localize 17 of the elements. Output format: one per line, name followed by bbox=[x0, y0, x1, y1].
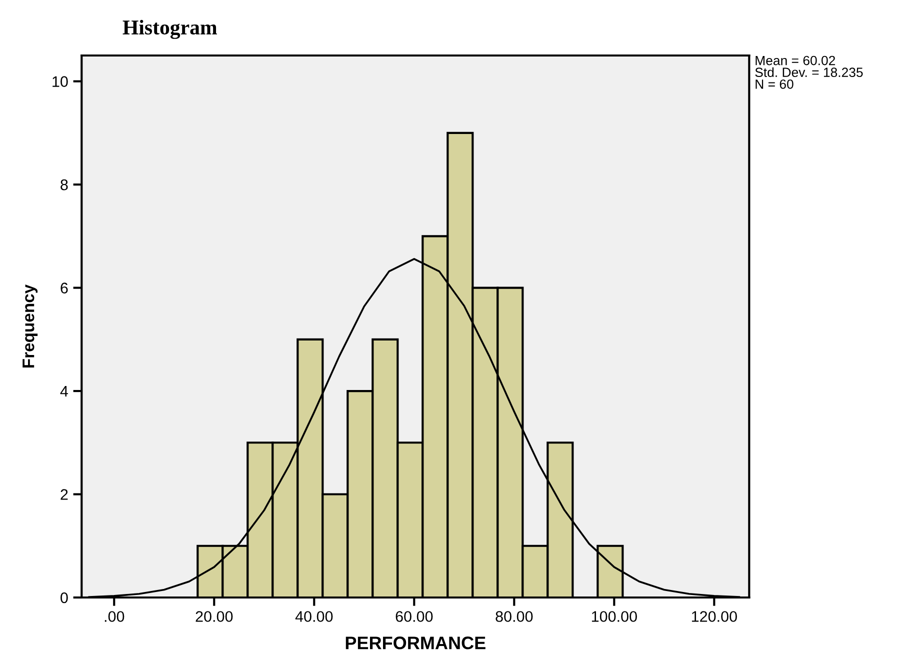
chart-title: Histogram bbox=[122, 20, 217, 39]
y-tick-label: 10 bbox=[52, 76, 68, 87]
y-axis-title: Frequency bbox=[22, 284, 38, 368]
x-tick-label: 80.00 bbox=[496, 611, 533, 622]
x-tick-label: 100.00 bbox=[592, 611, 637, 622]
x-tick-label: 120.00 bbox=[692, 611, 737, 622]
y-tick-label: 0 bbox=[60, 592, 68, 604]
x-tick-label: 20.00 bbox=[196, 611, 233, 622]
y-tick-label: 6 bbox=[60, 282, 68, 294]
x-tick-label: 60.00 bbox=[396, 611, 433, 622]
y-tick-label: 4 bbox=[60, 386, 68, 397]
x-tick-label: 40.00 bbox=[295, 611, 333, 622]
y-tick-label: 2 bbox=[60, 489, 68, 500]
y-tick-label: 8 bbox=[60, 179, 68, 190]
x-axis-title: PERFORMANCE bbox=[346, 636, 486, 650]
text: Mean = 60.02 Std. Dev. = 18.235 N = 60 bbox=[755, 56, 863, 89]
x-tick-label: .00 bbox=[104, 611, 124, 622]
